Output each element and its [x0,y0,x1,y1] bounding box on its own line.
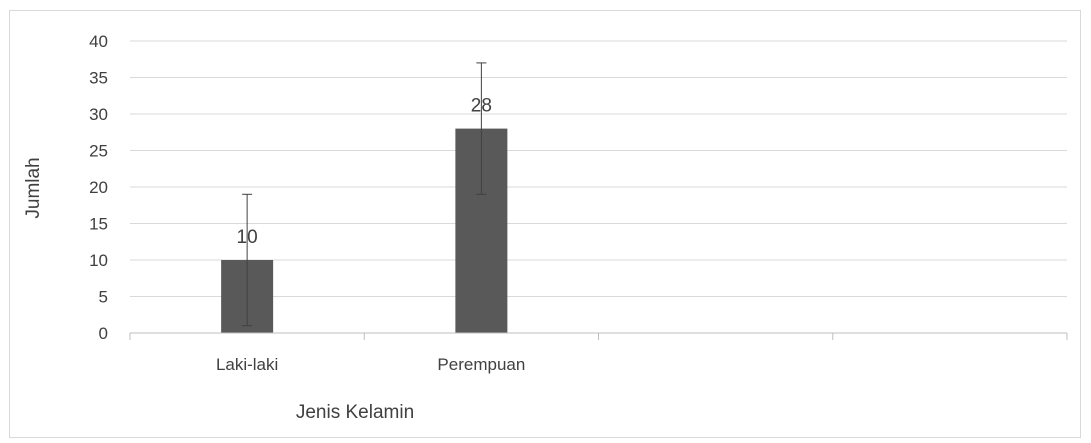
y-tick-label: 10 [89,251,108,270]
x-tick-label: Perempuan [437,355,525,374]
y-tick-label: 20 [89,178,108,197]
bars [221,128,508,333]
x-tick-label: Laki-laki [216,355,278,374]
gridlines [130,40,1067,297]
y-tick-labels: 0 5 10 15 20 25 30 35 40 [89,32,108,343]
y-axis-title: Jumlah [23,157,44,218]
y-tick-label: 30 [89,105,108,124]
data-labels: 10 28 [237,96,492,248]
data-label: 28 [471,96,492,117]
y-tick-label: 5 [99,288,108,307]
data-label: 10 [237,227,258,248]
y-tick-label: 15 [89,215,108,234]
y-tick-label: 35 [89,69,108,88]
y-tick-label: 40 [89,32,108,51]
y-tick-label: 25 [89,142,108,161]
x-axis [129,332,1068,340]
x-axis-title: Jenis Kelamin [296,402,414,423]
x-tick-labels: Laki-laki Perempuan [216,355,525,374]
error-bars [242,62,487,327]
y-tick-label: 0 [99,324,108,343]
